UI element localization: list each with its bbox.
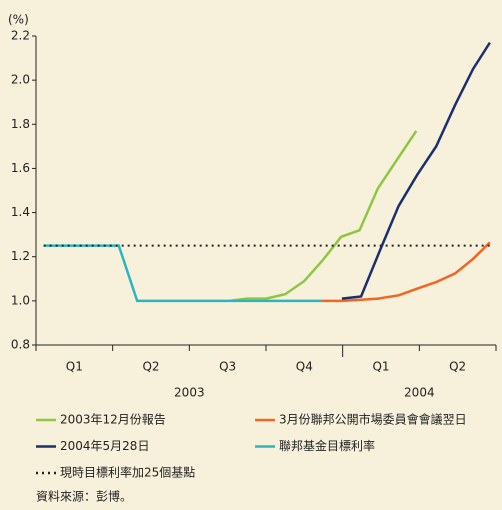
source: 資料來源：彭博。 — [36, 489, 132, 504]
year-label: 2003 — [174, 386, 205, 400]
legend-label: 聯邦基金目標利率 — [279, 438, 375, 453]
y-tick-label: 1.2 — [11, 249, 30, 263]
series-line — [321, 241, 491, 303]
y-unit: (%) — [8, 13, 29, 27]
y-tick-label: 0.8 — [11, 338, 30, 352]
x-tick-label: Q1 — [66, 360, 83, 374]
y-tick-label: 1.8 — [11, 117, 30, 131]
x-tick-label: Q2 — [142, 360, 159, 374]
series-line — [43, 244, 322, 303]
year-label: 2004 — [404, 386, 435, 400]
y-tick-label: 1.0 — [11, 293, 30, 307]
y-tick-label: 1.6 — [11, 161, 30, 175]
legend-label: 現時目標利率加25個基點 — [60, 465, 195, 480]
x-tick-label: Q1 — [372, 360, 389, 374]
legend-label: 3月份聯邦公開市場委員會會議翌日 — [279, 412, 467, 427]
x-tick-label: Q2 — [449, 360, 466, 374]
y-tick-label: 2.0 — [11, 73, 30, 87]
legend-label: 2003年12月份報告 — [60, 413, 166, 427]
x-tick-label: Q4 — [296, 360, 313, 374]
legend-label: 2004年5月28日 — [60, 439, 149, 453]
y-tick-label: 2.2 — [11, 29, 30, 43]
y-tick-label: 1.4 — [11, 205, 30, 219]
series-line — [229, 130, 418, 303]
series-line — [341, 41, 491, 300]
x-tick-label: Q3 — [219, 360, 236, 374]
